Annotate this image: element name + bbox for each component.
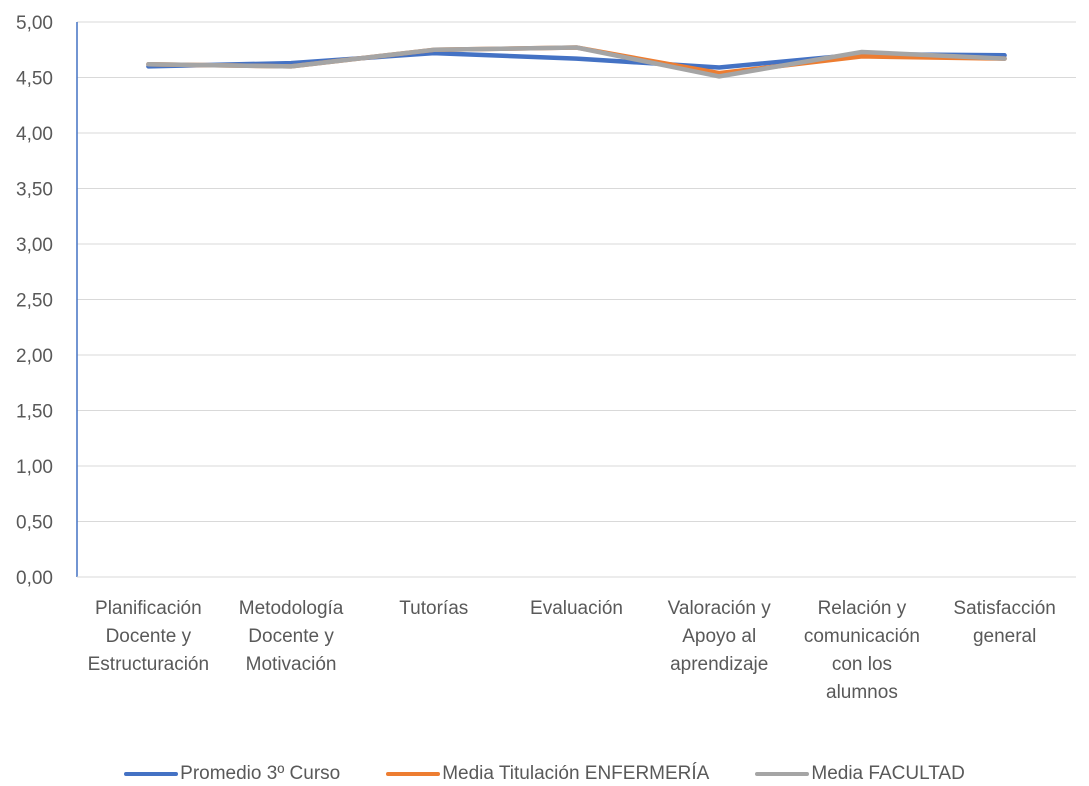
line-chart: 0,00 0,50 1,00 1,50 2,00 2,50 3,00 3,50 4,00 4,50… <box>16 13 1076 703</box>
legend-swatch <box>755 772 810 776</box>
legend-label: Promedio 3º Curso <box>180 763 341 784</box>
x-category-label: Planificación Docente y Estructuración <box>88 598 209 675</box>
y-tick-label: 2,50 <box>16 291 53 312</box>
y-tick-label: 4,50 <box>16 69 53 90</box>
y-tick-label: 4,00 <box>16 124 53 145</box>
y-tick-label: 2,00 <box>16 346 53 367</box>
y-tick-label: 1,50 <box>16 402 53 423</box>
x-axis: Planificación Docente y Estructuración Meto… <box>77 576 1076 703</box>
x-category-label: Valoración y Apoyo al aprendizaje <box>668 598 772 675</box>
legend-label: Media FACULTAD <box>811 763 965 784</box>
y-tick-label: 0,00 <box>16 568 53 589</box>
legend-swatch <box>386 772 441 776</box>
x-category-label: Tutorías <box>399 598 468 619</box>
y-tick-label: 3,00 <box>16 235 53 256</box>
gridlines <box>77 21 1076 522</box>
y-axis: 0,00 0,50 1,00 1,50 2,00 2,50 3,00 3,50 4,00 4,50… <box>16 13 78 589</box>
y-tick-label: 1,00 <box>16 457 53 478</box>
x-category-label: Relación y comunicación con los alumnos <box>804 598 920 703</box>
y-tick-label: 3,50 <box>16 180 53 201</box>
x-category-label: Metodología Docente y Motivación <box>239 598 344 675</box>
x-category-label: Satisfacción general <box>953 598 1055 647</box>
legend: Promedio 3º Curso Media Titulación ENFERM… <box>0 762 1089 786</box>
legend-item-2: Media Titulación ENFERMERÍA <box>386 763 709 785</box>
series-lines <box>146 45 1007 79</box>
y-tick-label: 5,00 <box>16 13 53 34</box>
legend-item-1: Promedio 3º Curso <box>124 763 340 785</box>
legend-label: Media Titulación ENFERMERÍA <box>442 763 710 784</box>
x-category-label: Evaluación <box>530 598 623 619</box>
legend-item-3: Media FACULTAD <box>755 763 965 785</box>
series-line-3 <box>146 45 1007 79</box>
y-tick-label: 0,50 <box>16 513 53 534</box>
legend-swatch <box>124 772 179 776</box>
